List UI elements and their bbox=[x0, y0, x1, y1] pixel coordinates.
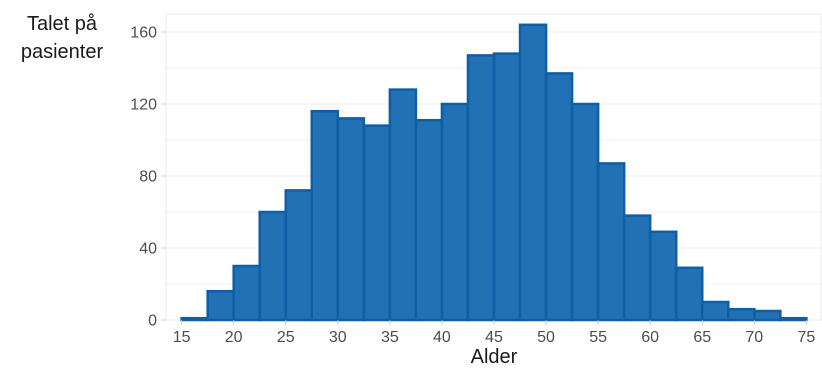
x-tick-label: 20 bbox=[225, 329, 243, 346]
x-tick-label: 45 bbox=[485, 329, 503, 346]
y-axis-label-line-2: pasienter bbox=[21, 41, 104, 63]
histogram-bar bbox=[284, 189, 314, 322]
histogram-bar bbox=[727, 307, 756, 322]
histogram-bar bbox=[779, 316, 808, 322]
x-tick-label: 75 bbox=[797, 329, 815, 346]
histogram-bar bbox=[674, 266, 704, 322]
histogram-bar bbox=[518, 23, 548, 322]
histogram-bar bbox=[336, 117, 366, 322]
histogram-bar bbox=[232, 264, 261, 322]
histogram-bar bbox=[753, 309, 782, 322]
x-tick-label: 70 bbox=[745, 329, 763, 346]
x-tick-label: 15 bbox=[173, 329, 191, 346]
x-tick-label: 35 bbox=[381, 329, 399, 346]
x-tick-label: 40 bbox=[433, 329, 451, 346]
y-tick-label: 80 bbox=[139, 169, 157, 186]
histogram-bar bbox=[206, 289, 235, 322]
histogram-bar bbox=[596, 162, 626, 322]
x-tick-label: 30 bbox=[329, 329, 347, 346]
y-tick-label: 120 bbox=[130, 97, 157, 114]
histogram-bar bbox=[466, 54, 496, 322]
histogram-bar bbox=[622, 214, 652, 322]
x-tick-label: 55 bbox=[589, 329, 607, 346]
y-tick-label: 40 bbox=[139, 241, 157, 258]
histogram-bar bbox=[701, 300, 730, 322]
histogram-bar bbox=[648, 230, 678, 322]
axes: 0 40 80 120 160 15 20 25 30 35 40 45 50 55 60 65 70 75 bbox=[130, 25, 815, 347]
histogram-bar bbox=[362, 124, 392, 322]
histogram-bar bbox=[388, 88, 418, 322]
histogram-bar bbox=[414, 118, 444, 322]
y-tick-label: 0 bbox=[148, 313, 157, 330]
histogram-bars bbox=[180, 23, 808, 322]
histogram-bar bbox=[492, 52, 522, 322]
histogram-bar bbox=[440, 102, 470, 322]
x-tick-label: 60 bbox=[641, 329, 659, 346]
x-tick-label: 25 bbox=[277, 329, 295, 346]
y-tick-label: 160 bbox=[130, 25, 157, 42]
histogram-bar bbox=[310, 109, 340, 322]
y-axis-label-line-1: Talet på bbox=[27, 13, 98, 35]
x-tick-label: 65 bbox=[693, 329, 711, 346]
histogram-bar bbox=[258, 210, 287, 322]
histogram-bar bbox=[570, 102, 600, 322]
histogram-bar bbox=[544, 72, 574, 322]
x-axis-label: Alder bbox=[471, 346, 518, 368]
x-tick-label: 50 bbox=[537, 329, 555, 346]
histogram-bar bbox=[180, 316, 209, 322]
